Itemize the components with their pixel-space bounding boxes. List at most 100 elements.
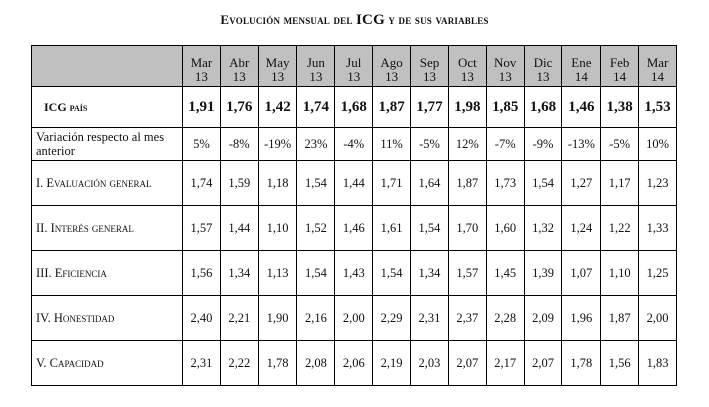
month-name: Ene [571, 55, 592, 70]
value-cell: 1,07 [561, 250, 602, 296]
value-cell: 1,57 [182, 205, 221, 251]
value-cell: 1,70 [447, 205, 487, 251]
value-cell: -7% [485, 127, 525, 161]
value-cell: 1,13 [257, 250, 298, 296]
value-cell: -4% [334, 127, 374, 161]
row-label: I. Evaluación general [31, 160, 183, 206]
value-cell: 1,25 [638, 250, 677, 296]
month-year: 13 [232, 69, 246, 84]
month-year: 13 [194, 69, 208, 84]
month-header-cell: Nov 13 [485, 45, 525, 87]
month-year: 13 [498, 69, 512, 84]
value-cell: 1,61 [372, 205, 412, 251]
value-cell: 1,98 [447, 86, 487, 128]
value-cell: 1,54 [372, 250, 412, 296]
month-year: 13 [347, 69, 361, 84]
value-cell: 1,39 [523, 250, 563, 296]
month-header-cell: Ene 14 [561, 45, 602, 87]
value-cell: 1,54 [523, 160, 563, 206]
title-part-3: y de sus variables [384, 12, 489, 27]
value-cell: 1,52 [296, 205, 336, 251]
value-cell: 1,87 [447, 160, 487, 206]
month-header-cell: Sep 13 [410, 45, 449, 87]
evaluacion-general-row: I. Evaluación general 1,74 1,59 1,18 1,54 1,4… [31, 160, 677, 206]
title-part-2: ICG [356, 12, 385, 28]
value-cell: 1,71 [372, 160, 412, 206]
month-header-cell: Ago 13 [372, 45, 412, 87]
value-cell: 1,27 [561, 160, 602, 206]
month-header-cell: Jul 13 [334, 45, 374, 87]
value-cell: 1,87 [600, 295, 640, 341]
value-cell: -13% [561, 127, 602, 161]
value-cell: 23% [296, 127, 336, 161]
value-cell: 2,21 [219, 295, 259, 341]
value-cell: 1,10 [600, 250, 640, 296]
value-cell: 1,87 [372, 86, 412, 128]
value-cell: 1,83 [638, 340, 677, 386]
month-header-cell: Abr 13 [219, 45, 259, 87]
month-year: 13 [385, 69, 399, 84]
interes-general-row: II. Interés general 1,57 1,44 1,10 1,52 1,46 1… [31, 205, 677, 251]
value-cell: 1,24 [561, 205, 602, 251]
value-cell: 1,56 [182, 250, 221, 296]
value-cell: 1,74 [182, 160, 221, 206]
month-name: Mar [646, 55, 669, 70]
value-cell: 1,64 [410, 160, 449, 206]
header-row: Mar 13 Abr 13 May 13 Jun 13 Jul 13 Ago 13 Sep 13 Oct 13… [31, 45, 677, 87]
value-cell: -5% [410, 127, 449, 161]
month-name: Mar [190, 55, 213, 70]
value-cell: 12% [447, 127, 487, 161]
value-cell: 2,29 [372, 295, 412, 341]
value-cell: 1,10 [257, 205, 298, 251]
value-cell: -5% [600, 127, 640, 161]
value-cell: 1,42 [257, 86, 298, 128]
value-cell: 2,40 [182, 295, 221, 341]
row-label: III. Eficiencia [31, 250, 183, 296]
value-cell: 1,23 [638, 160, 677, 206]
value-cell: 1,77 [410, 86, 449, 128]
value-cell: 1,44 [334, 160, 374, 206]
value-cell: 1,33 [638, 205, 677, 251]
month-name: Oct [457, 55, 477, 70]
month-name: Jun [306, 55, 325, 70]
eficiencia-row: III. Eficiencia 1,56 1,34 1,13 1,54 1,43 1,54 1… [31, 250, 677, 296]
value-cell: 2,37 [447, 295, 487, 341]
month-header-cell: Jun 13 [296, 45, 336, 87]
value-cell: 1,76 [219, 86, 259, 128]
value-cell: 1,90 [257, 295, 298, 341]
row-label: V. Capacidad [31, 340, 183, 386]
value-cell: 2,19 [372, 340, 412, 386]
value-cell: 1,96 [561, 295, 602, 341]
value-cell: 1,34 [219, 250, 259, 296]
month-header-cell: Feb 14 [600, 45, 640, 87]
value-cell: 1,78 [257, 340, 298, 386]
month-year: 14 [651, 69, 665, 84]
month-name: Abr [229, 55, 250, 70]
value-cell: 1,68 [334, 86, 374, 128]
value-cell: 2,00 [638, 295, 677, 341]
row-label: Variación respecto al mes anterior [31, 127, 183, 161]
month-year: 13 [422, 69, 436, 84]
value-cell: 1,54 [410, 205, 449, 251]
value-cell: 1,85 [485, 86, 525, 128]
row-label: ICG país [31, 86, 183, 128]
value-cell: 1,43 [334, 250, 374, 296]
value-cell: 2,06 [334, 340, 374, 386]
value-cell: 1,78 [561, 340, 602, 386]
value-cell: 2,09 [523, 295, 563, 341]
value-cell: 1,57 [447, 250, 487, 296]
value-cell: 2,28 [485, 295, 525, 341]
honestidad-row: IV. Honestidad 2,40 2,21 1,90 2,16 2,00 2,29 2,… [31, 295, 677, 341]
month-name: Jul [346, 55, 362, 70]
icg-pais-row: ICG país 1,91 1,76 1,42 1,74 1,68 1,87 1,77 1,98… [31, 86, 677, 128]
value-cell: 2,17 [485, 340, 525, 386]
variacion-row: Variación respecto al mes anterior 5% -8% -… [31, 127, 677, 161]
month-year: 13 [460, 69, 474, 84]
month-header-cell: Dic 13 [523, 45, 563, 87]
month-header-cell: Mar 14 [638, 45, 677, 87]
month-name: Nov [494, 55, 517, 70]
month-name: Sep [419, 55, 440, 70]
value-cell: 1,60 [485, 205, 525, 251]
month-name: May [265, 55, 290, 70]
row-label: IV. Honestidad [31, 295, 183, 341]
